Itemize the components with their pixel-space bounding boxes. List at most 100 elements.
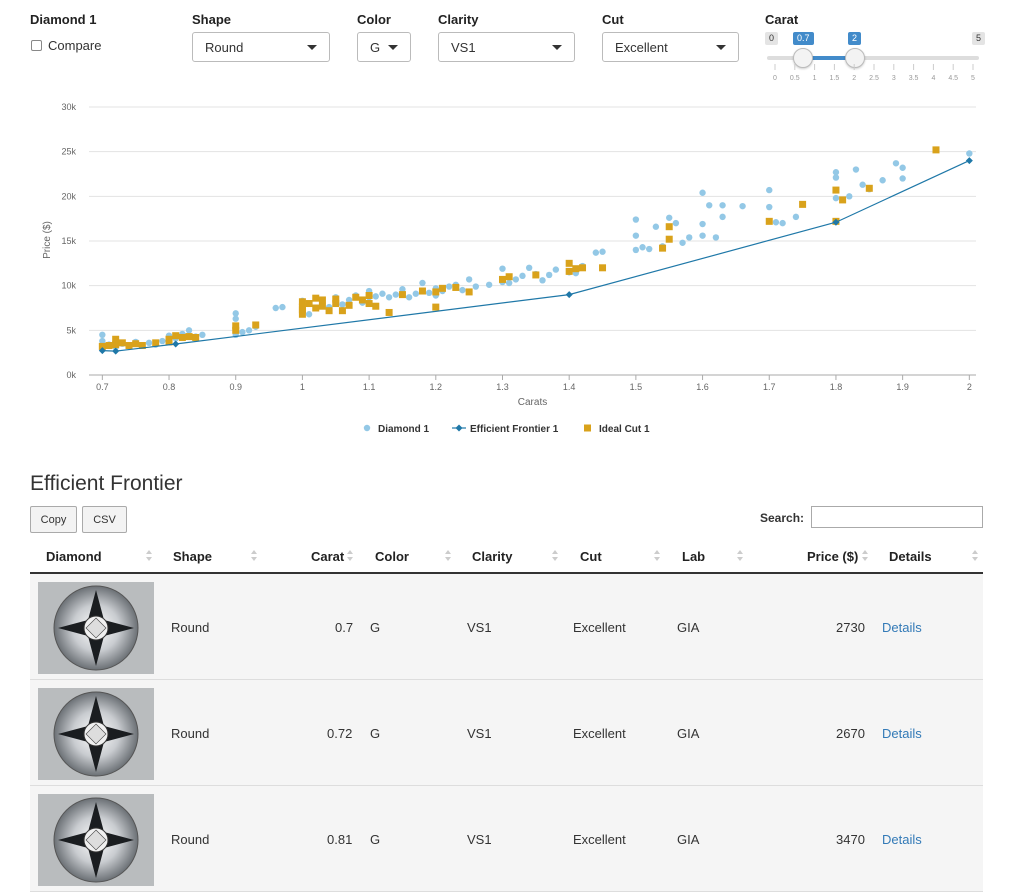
diamond-point[interactable] [512, 276, 520, 283]
details-link[interactable]: Details [882, 620, 922, 635]
ideal-cut-point[interactable] [318, 296, 326, 304]
legend-ideal[interactable]: Ideal Cut 1 [599, 424, 650, 435]
diamond-point[interactable] [239, 328, 246, 336]
ideal-cut-point[interactable] [579, 264, 587, 272]
ideal-cut-point[interactable] [565, 267, 573, 275]
diamond-point[interactable] [412, 290, 419, 297]
diamond-point[interactable] [666, 214, 673, 221]
diamond-point[interactable] [646, 245, 653, 253]
ideal-cut-point[interactable] [358, 296, 366, 304]
diamond-point[interactable] [652, 223, 660, 230]
col-price[interactable]: Price ($) [807, 549, 859, 564]
frontier-point[interactable] [112, 347, 120, 355]
sort-icon[interactable] [552, 550, 559, 562]
ideal-cut-point[interactable] [932, 146, 940, 154]
col-cut[interactable]: Cut [580, 549, 602, 564]
sort-icon[interactable] [146, 550, 153, 562]
diamond-point[interactable] [345, 296, 353, 304]
diamond-point[interactable] [632, 216, 640, 223]
sort-icon[interactable] [251, 550, 258, 562]
sort-icon[interactable] [972, 550, 979, 562]
diamond-point[interactable] [592, 249, 600, 256]
sort-icon[interactable] [445, 550, 452, 562]
legend-frontier[interactable]: Efficient Frontier 1 [470, 424, 559, 435]
ideal-cut-point[interactable] [432, 288, 440, 296]
diamond-point[interactable] [719, 213, 726, 221]
diamond-point[interactable] [739, 202, 746, 210]
diamond-point[interactable] [199, 331, 206, 338]
diamond-point[interactable] [719, 202, 726, 209]
diamond-point[interactable] [846, 193, 853, 200]
diamond-point[interactable] [472, 283, 480, 290]
diamond-point[interactable] [832, 169, 840, 176]
ideal-cut-point[interactable] [832, 186, 840, 194]
frontier-point[interactable] [98, 347, 106, 355]
ideal-cut-point[interactable] [118, 339, 126, 347]
diamond-point[interactable] [379, 290, 386, 297]
diamond-point[interactable] [159, 337, 166, 345]
diamond-point[interactable] [679, 239, 686, 246]
diamond-point[interactable] [966, 150, 973, 157]
diamond-point[interactable] [232, 310, 239, 317]
ideal-cut-point[interactable] [599, 264, 607, 272]
carat-slider-track[interactable] [767, 56, 979, 60]
ideal-cut-point[interactable] [105, 342, 113, 350]
diamond-point[interactable] [305, 311, 313, 318]
ideal-cut-point[interactable] [332, 300, 340, 308]
col-diamond[interactable]: Diamond [46, 549, 102, 564]
ideal-cut-point[interactable] [325, 307, 333, 315]
ideal-cut-point[interactable] [312, 304, 320, 312]
diamond-point[interactable] [899, 164, 906, 171]
diamond-point[interactable] [372, 293, 379, 300]
diamond-point[interactable] [859, 181, 866, 188]
diamond-point[interactable] [552, 266, 560, 273]
diamond-point[interactable] [545, 271, 553, 279]
ideal-cut-point[interactable] [152, 339, 160, 347]
ideal-cut-point[interactable] [138, 342, 146, 350]
ideal-cut-point[interactable] [572, 265, 580, 273]
shape-select[interactable]: Round [192, 32, 330, 62]
frontier-point[interactable] [965, 157, 973, 165]
frontier-point[interactable] [172, 340, 180, 348]
diamond-point[interactable] [485, 281, 493, 288]
ideal-cut-point[interactable] [665, 235, 673, 243]
diamond-point[interactable] [245, 327, 253, 334]
csv-button[interactable]: CSV [82, 506, 127, 533]
ideal-cut-point[interactable] [372, 302, 380, 310]
diamond-point[interactable] [632, 246, 640, 254]
diamond-point[interactable] [779, 219, 786, 227]
diamond-point[interactable] [392, 291, 399, 298]
diamond-point[interactable] [425, 289, 433, 297]
clarity-select[interactable]: VS1 [438, 32, 575, 62]
ideal-cut-point[interactable] [765, 217, 773, 225]
ideal-cut-point[interactable] [305, 300, 313, 308]
diamond-point[interactable] [499, 265, 506, 272]
diamond-point[interactable] [706, 202, 713, 209]
details-link[interactable]: Details [882, 832, 922, 847]
diamond-point[interactable] [892, 160, 900, 167]
diamond-point[interactable] [672, 219, 680, 227]
diamond-point[interactable] [599, 248, 606, 255]
sort-icon[interactable] [654, 550, 661, 562]
diamond-point[interactable] [185, 327, 193, 334]
ideal-cut-point[interactable] [125, 342, 133, 350]
diamond-point[interactable] [465, 276, 473, 283]
diamond-point[interactable] [832, 174, 840, 181]
ideal-cut-point[interactable] [505, 273, 513, 281]
color-select[interactable]: G [357, 32, 411, 62]
ideal-cut-point[interactable] [252, 321, 260, 329]
diamond-point[interactable] [766, 186, 773, 194]
ideal-cut-point[interactable] [298, 298, 306, 306]
diamond-point[interactable] [99, 331, 106, 338]
diamond-point[interactable] [639, 244, 646, 251]
diamond-point[interactable] [519, 272, 526, 280]
ideal-cut-point[interactable] [332, 295, 340, 303]
diamond-point[interactable] [712, 234, 720, 241]
ideal-cut-point[interactable] [298, 310, 306, 318]
diamond-point[interactable] [405, 294, 413, 301]
compare-checkbox[interactable] [31, 40, 42, 51]
col-clarity[interactable]: Clarity [472, 549, 513, 564]
diamond-point[interactable] [99, 337, 106, 345]
ideal-cut-point[interactable] [232, 326, 240, 334]
diamond-point[interactable] [772, 219, 780, 226]
